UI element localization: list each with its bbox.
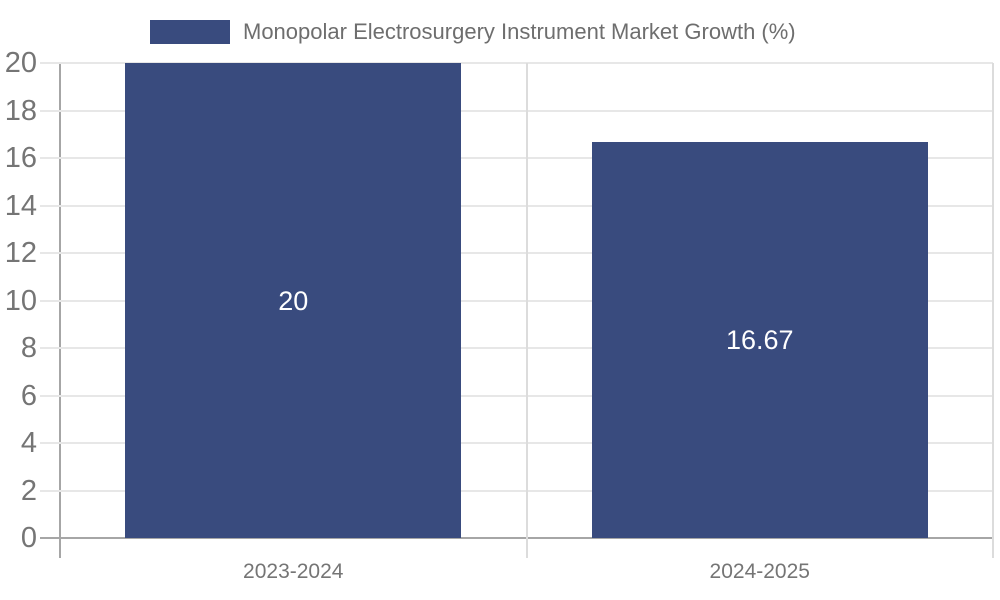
y-gridline (40, 347, 993, 349)
y-tick-label: 6 (20, 379, 37, 412)
legend-label: Monopolar Electrosurgery Instrument Mark… (243, 19, 796, 44)
y-gridline (40, 62, 993, 64)
y-gridline (40, 299, 993, 302)
y-gridline (40, 157, 993, 159)
y-tick-label: 14 (4, 189, 37, 222)
bar-2023-2024[interactable] (125, 63, 462, 538)
legend[interactable]: Monopolar Electrosurgery Instrument Mark… (150, 20, 796, 44)
y-gridline (40, 252, 993, 254)
y-gridline (40, 204, 993, 207)
x-tick-label: 2023-2024 (243, 560, 344, 583)
y-tick-label: 20 (4, 47, 37, 79)
x-axis-line (40, 537, 993, 539)
category-boundary-line (992, 63, 994, 558)
y-tick-label: 12 (4, 237, 37, 269)
y-gridline (40, 489, 993, 492)
y-tick-label: 2 (20, 474, 37, 507)
y-tick-label: 10 (4, 284, 37, 317)
y-gridline (40, 442, 993, 444)
y-gridline (40, 109, 993, 112)
bar-value-label: 16.67 (725, 325, 794, 356)
y-gridline (40, 394, 993, 397)
x-tick-label: 2024-2025 (709, 560, 810, 583)
y-tick-label: 16 (4, 142, 37, 174)
y-axis-line (59, 63, 61, 558)
category-boundary-line (525, 63, 528, 558)
y-tick-label: 18 (4, 94, 37, 127)
y-tick-label: 0 (20, 522, 37, 554)
y-tick-label: 4 (20, 427, 37, 459)
bar-2024-2025[interactable] (591, 142, 928, 538)
y-tick-label: 8 (20, 332, 37, 364)
bar-value-label: 20 (278, 285, 309, 316)
legend-swatch (150, 20, 230, 44)
